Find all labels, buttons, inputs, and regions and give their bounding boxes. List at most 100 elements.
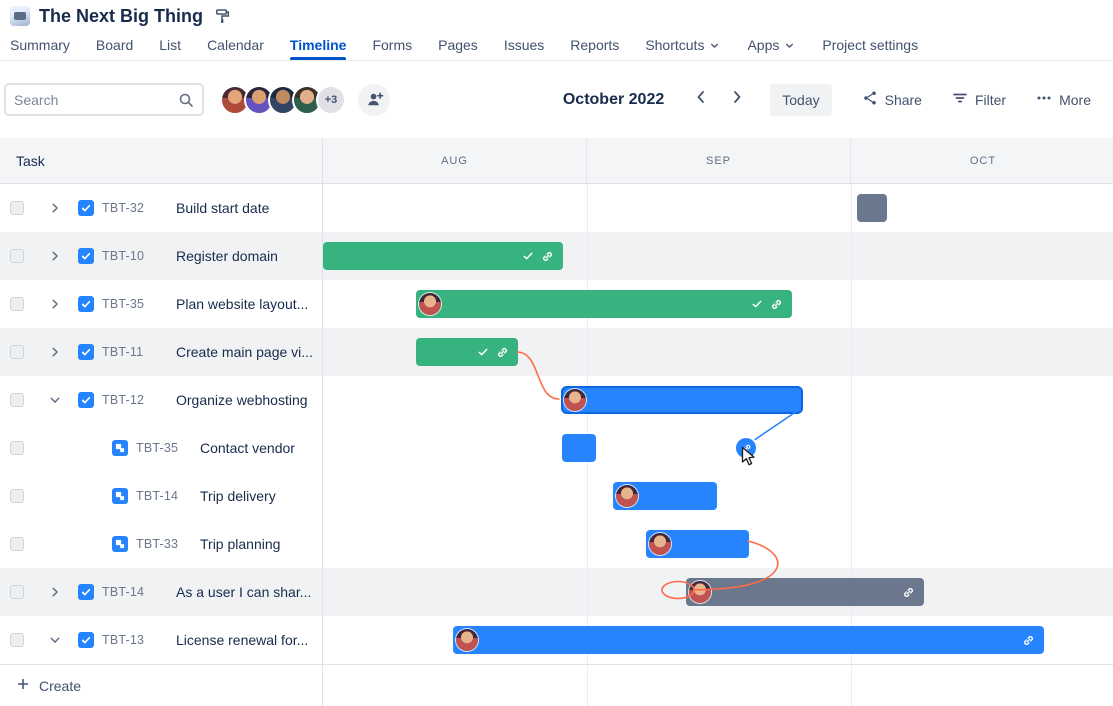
tab-issues[interactable]: Issues: [504, 30, 544, 60]
issue-key: TBT-12: [102, 393, 145, 407]
gantt-bar[interactable]: [562, 434, 596, 462]
create-button-label: Create: [39, 677, 82, 694]
issue-summary: Plan website layout...: [176, 296, 309, 312]
row-task-cell[interactable]: TBT-10 Register domain: [0, 232, 322, 280]
filter-button-label: Filter: [974, 91, 1007, 108]
row-checkbox[interactable]: [10, 585, 24, 599]
tab-project-settings[interactable]: Project settings: [822, 30, 918, 60]
issue-summary: Register domain: [176, 248, 278, 264]
subtask-type-icon: [112, 440, 128, 456]
more-button[interactable]: More: [1024, 84, 1103, 116]
tab-label: Apps: [747, 37, 780, 53]
user-avatar[interactable]: [292, 84, 322, 115]
task-type-icon: [78, 344, 94, 360]
tab-forms[interactable]: Forms: [372, 30, 412, 60]
row-checkbox[interactable]: [10, 633, 24, 647]
tab-pages[interactable]: Pages: [438, 30, 478, 60]
assignee-avatar: [649, 533, 671, 555]
row-task-cell[interactable]: TBT-33 Trip planning: [0, 520, 322, 568]
filter-button[interactable]: Filter: [940, 84, 1018, 116]
gantt-bar[interactable]: [686, 578, 924, 606]
tab-list[interactable]: List: [159, 30, 181, 60]
tab-label: Calendar: [207, 37, 264, 53]
user-avatar[interactable]: [220, 84, 250, 115]
gantt-bar[interactable]: [453, 626, 1044, 654]
toolbar-right: October 2022 Today Share Filter More: [563, 83, 1103, 116]
add-person-button[interactable]: [358, 83, 390, 116]
row-checkbox[interactable]: [10, 201, 24, 215]
bar-icons: [522, 250, 563, 263]
task-type-icon: [78, 248, 94, 264]
create-button[interactable]: Create: [0, 665, 322, 706]
search-box[interactable]: [4, 83, 204, 116]
share-button-label: Share: [884, 91, 922, 108]
create-row: Create: [0, 664, 1113, 706]
link-icon: [770, 298, 783, 311]
tab-board[interactable]: Board: [96, 30, 133, 60]
prev-period-button[interactable]: [686, 85, 716, 115]
check-icon: [522, 250, 534, 262]
share-button[interactable]: Share: [850, 84, 934, 116]
dependency-handle[interactable]: [736, 438, 756, 458]
tab-reports[interactable]: Reports: [570, 30, 619, 60]
gantt-bar[interactable]: [416, 338, 518, 366]
next-period-button[interactable]: [722, 85, 752, 115]
gantt-bar[interactable]: [561, 386, 803, 414]
row-task-cell[interactable]: TBT-14 As a user I can shar...: [0, 568, 322, 616]
issue-summary: Organize webhosting: [176, 392, 308, 408]
expand-chevron-icon[interactable]: [48, 632, 62, 648]
tab-calendar[interactable]: Calendar: [207, 30, 264, 60]
gantt-bar[interactable]: [416, 290, 792, 318]
tab-shortcuts[interactable]: Shortcuts: [645, 30, 721, 60]
row-checkbox[interactable]: [10, 345, 24, 359]
timeline-board: Task AUG SEP OCT TBT-32 Build start date T…: [0, 138, 1113, 706]
row-task-cell[interactable]: TBT-35 Contact vendor: [0, 424, 322, 472]
bar-icons: [1022, 634, 1044, 647]
more-icon: [1036, 90, 1052, 109]
tab-timeline[interactable]: Timeline: [289, 30, 346, 60]
avatar-stack: +3: [220, 84, 346, 115]
task-type-icon: [78, 584, 94, 600]
row-task-cell[interactable]: TBT-14 Trip delivery: [0, 472, 322, 520]
row-checkbox[interactable]: [10, 249, 24, 263]
expand-chevron-icon[interactable]: [48, 584, 62, 600]
today-button[interactable]: Today: [770, 83, 832, 116]
tab-summary[interactable]: Summary: [10, 30, 70, 60]
expand-chevron-icon[interactable]: [48, 392, 62, 408]
row-task-cell[interactable]: TBT-13 License renewal for...: [0, 616, 322, 664]
row-task-cell[interactable]: TBT-11 Create main page vi...: [0, 328, 322, 376]
row-checkbox[interactable]: [10, 297, 24, 311]
row-checkbox[interactable]: [10, 441, 24, 455]
gantt-bar[interactable]: [646, 530, 749, 558]
gantt-bar[interactable]: [613, 482, 717, 510]
row-checkbox[interactable]: [10, 537, 24, 551]
timeline-row: TBT-35 Plan website layout...: [0, 280, 1113, 328]
tab-apps[interactable]: Apps: [747, 30, 796, 60]
tab-bar: Summary Board List Calendar Timeline Forms Pag…: [0, 30, 1113, 61]
row-task-cell[interactable]: TBT-35 Plan website layout...: [0, 280, 322, 328]
project-avatar-icon: [10, 6, 30, 26]
subtask-type-icon: [112, 488, 128, 504]
row-checkbox[interactable]: [10, 393, 24, 407]
search-input[interactable]: [14, 91, 178, 108]
expand-chevron-icon[interactable]: [48, 344, 62, 360]
row-task-cell[interactable]: TBT-32 Build start date: [0, 184, 322, 232]
issue-key: TBT-33: [136, 537, 179, 551]
paint-roller-icon[interactable]: [214, 8, 230, 24]
expand-chevron-icon[interactable]: [48, 200, 62, 216]
issue-key: TBT-32: [102, 201, 145, 215]
subtask-type-icon: [112, 536, 128, 552]
row-timeline-cell: [322, 280, 1113, 328]
expand-chevron-icon[interactable]: [48, 248, 62, 264]
expand-chevron-icon[interactable]: [48, 296, 62, 312]
row-checkbox[interactable]: [10, 489, 24, 503]
row-task-cell[interactable]: TBT-12 Organize webhosting: [0, 376, 322, 424]
task-type-icon: [78, 296, 94, 312]
month-headers: AUG SEP OCT: [322, 138, 1113, 183]
avatar-overflow-badge[interactable]: +3: [316, 84, 346, 115]
issue-summary: Trip planning: [200, 536, 281, 552]
gantt-bar[interactable]: [323, 242, 563, 270]
gantt-bar[interactable]: [857, 194, 887, 222]
filter-icon: [952, 90, 968, 109]
issue-key: TBT-11: [102, 345, 144, 359]
